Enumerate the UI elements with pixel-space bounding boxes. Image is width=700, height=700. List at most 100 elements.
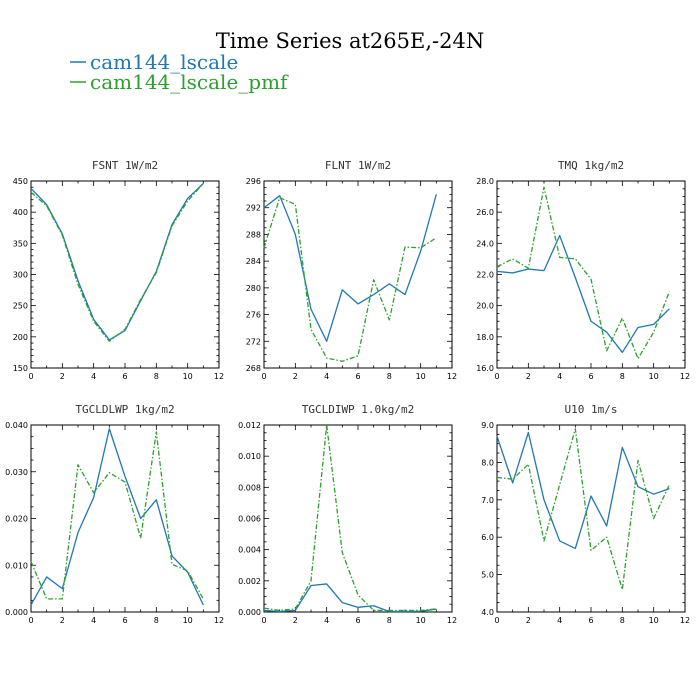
plot-frame xyxy=(263,424,453,613)
legend-label-lscale-pmf: cam144_lscale_pmf xyxy=(90,70,289,94)
series-line-0 xyxy=(496,431,670,550)
y-tick-label: 5.0 xyxy=(481,571,494,580)
y-tick-label: 300 xyxy=(13,271,28,280)
x-tick-label: 8 xyxy=(154,616,159,625)
panel-title: FLNT 1W/m2 xyxy=(325,159,391,172)
y-tick-label: 22.0 xyxy=(476,271,494,280)
x-tick-label: 8 xyxy=(620,616,625,625)
x-tick-label: 6 xyxy=(588,616,593,625)
series-line-1 xyxy=(496,428,670,591)
y-tick-label: 24.0 xyxy=(476,239,494,248)
x-tick-label: 0 xyxy=(261,372,266,381)
x-tick-label: 2 xyxy=(526,616,531,625)
y-tick-label: 16.0 xyxy=(476,364,494,373)
y-tick-label: 28.0 xyxy=(476,177,494,186)
plot-frame xyxy=(30,180,220,369)
series-line-1 xyxy=(496,186,670,360)
panels: FSNT 1W/m20 2 4 6 8 10 12150200250300350400450… xyxy=(5,159,690,625)
y-tick-label: 0.008 xyxy=(238,483,261,492)
y-tick-label: 0.020 xyxy=(5,515,28,524)
x-tick-label: 4 xyxy=(91,372,96,381)
y-tick-label: 0.004 xyxy=(238,546,261,555)
x-tick-label: 4 xyxy=(324,616,329,625)
x-tick-label: 4 xyxy=(91,616,96,625)
x-tick-label: 0 xyxy=(28,616,33,625)
x-tick-label: 6 xyxy=(355,372,360,381)
y-tick-label: 200 xyxy=(13,333,28,342)
x-tick-label: 0 xyxy=(261,616,266,625)
panel-1: FLNT 1W/m2 0 2 4 6 8 10 12 268 272 276 280 284 288 292… xyxy=(246,159,457,381)
x-tick-label: 6 xyxy=(122,616,127,625)
y-tick-label: 272 xyxy=(246,337,261,346)
x-tick-label: 12 xyxy=(214,616,224,625)
x-tick-label: 10 xyxy=(649,616,659,625)
y-tick-label: 250 xyxy=(13,302,28,311)
series-line-0 xyxy=(263,583,437,613)
plot-frame xyxy=(496,180,686,369)
legend-label-lscale: cam144_lscale xyxy=(90,50,238,74)
x-tick-label: 12 xyxy=(447,616,457,625)
y-tick-label: 296 xyxy=(246,177,261,186)
y-tick-label: 0.010 xyxy=(5,561,28,570)
panel-title: U10 1m/s xyxy=(565,403,618,416)
series-line-0 xyxy=(263,194,437,342)
panel-title: TMQ 1kg/m2 xyxy=(558,159,624,172)
y-tick-label: 0.012 xyxy=(238,421,261,430)
x-tick-label: 10 xyxy=(649,372,659,381)
plot-frame xyxy=(263,180,453,369)
y-tick-label: 150 xyxy=(13,364,28,373)
legend: cam144_lscale cam144_lscale_pmf xyxy=(70,50,289,94)
y-tick-label: 450 xyxy=(13,177,28,186)
y-tick-label: 7.0 xyxy=(481,496,494,505)
y-tick-label: 0.002 xyxy=(238,577,261,586)
series-line-0 xyxy=(30,428,204,606)
series-line-1 xyxy=(30,431,204,600)
y-tick-label: 268 xyxy=(246,364,261,373)
panel-title: TGCLDLWP 1kg/m2 xyxy=(75,403,174,416)
y-tick-label: 0.040 xyxy=(5,421,28,430)
x-tick-label: 8 xyxy=(387,372,392,381)
y-tick-label: 0.000 xyxy=(238,608,261,617)
x-tick-label: 6 xyxy=(588,372,593,381)
y-tick-label: 20.0 xyxy=(476,302,494,311)
x-tick-label: 4 xyxy=(324,372,329,381)
y-tick-label: 280 xyxy=(246,284,261,293)
panel-title: FSNT 1W/m2 xyxy=(92,159,158,172)
panel-3: TGCLDLWP 1kg/m2 0 2 4 6 8 10 12 0.000 0.010 0.020 0… xyxy=(5,403,224,625)
panel-0: FSNT 1W/m2 0 2 4 6 8 10 12 150 200 250 300 350 400 450 xyxy=(13,159,224,381)
series-line-0 xyxy=(30,183,204,341)
figure-title: Time Series at265E,-24N xyxy=(216,29,484,53)
x-tick-label: 0 xyxy=(28,372,33,381)
x-tick-label: 2 xyxy=(293,372,298,381)
x-tick-label: 10 xyxy=(183,616,193,625)
x-tick-label: 4 xyxy=(557,372,562,381)
series-line-0 xyxy=(496,234,670,354)
x-tick-label: 0 xyxy=(494,372,499,381)
y-tick-label: 284 xyxy=(246,257,261,266)
y-tick-label: 6.0 xyxy=(481,533,494,542)
x-tick-label: 2 xyxy=(60,372,65,381)
y-tick-label: 26.0 xyxy=(476,208,494,217)
plot-frame xyxy=(496,424,686,613)
y-tick-label: 350 xyxy=(13,239,28,248)
x-tick-label: 2 xyxy=(60,616,65,625)
x-tick-label: 0 xyxy=(494,616,499,625)
y-tick-label: 288 xyxy=(246,230,261,239)
plot-frame xyxy=(30,424,220,613)
y-tick-label: 18.0 xyxy=(476,333,494,342)
y-tick-label: 4.0 xyxy=(481,608,494,617)
x-tick-label: 6 xyxy=(355,616,360,625)
x-tick-label: 8 xyxy=(620,372,625,381)
y-tick-label: 0.000 xyxy=(5,608,28,617)
x-tick-label: 8 xyxy=(387,616,392,625)
y-tick-label: 292 xyxy=(246,204,261,213)
y-tick-label: 400 xyxy=(13,208,28,217)
panel-2: TMQ 1kg/m2 0 2 4 6 8 10 12 16.0 18.0 20.0 22.0 24.0 2… xyxy=(476,159,690,381)
x-tick-label: 10 xyxy=(416,616,426,625)
panel-title: TGCLDIWP 1.0kg/m2 xyxy=(302,403,415,416)
panel-5: U10 1m/s 0 2 4 6 8 10 12 4.0 5.0 6.0 7.0 8.0 9.0 xyxy=(481,403,690,625)
y-tick-label: 9.0 xyxy=(481,421,494,430)
x-tick-label: 10 xyxy=(416,372,426,381)
y-tick-label: 276 xyxy=(246,311,261,320)
series-line-1 xyxy=(263,197,437,362)
